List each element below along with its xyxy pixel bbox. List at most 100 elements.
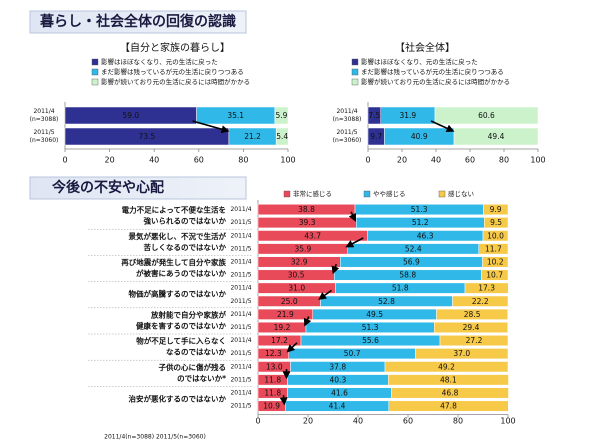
value-label: 40.3 (330, 375, 347, 384)
category-note: (n=3088) (30, 116, 59, 123)
value-label: 17.2 (271, 336, 288, 345)
legend-label: 影響が続いており元の生活に戻るには時間がかかる (101, 77, 250, 86)
value-label: 60.6 (478, 111, 495, 120)
x-tick-label: 20 (397, 156, 407, 165)
category-label: 2011/5 (33, 129, 54, 136)
value-label: 13.0 (266, 362, 283, 371)
value-label: 19.2 (274, 323, 291, 332)
change-arrow (345, 237, 364, 248)
value-label: 31.0 (288, 284, 305, 293)
x-tick-label: 20 (105, 156, 115, 165)
category-note: (n=3060) (333, 137, 362, 144)
x-tick-label: 40 (353, 417, 363, 426)
change-arrow (303, 316, 312, 327)
value-label: 47.8 (440, 402, 457, 411)
bar-segment (483, 204, 509, 216)
footnote: 2011/4(n=3088) 2011/5(n=3060) (104, 434, 206, 441)
legend-swatch (363, 190, 371, 198)
value-label: 41.6 (331, 388, 348, 397)
category-label: 2011/4 (230, 285, 251, 292)
group-label: なるのではないか (166, 348, 226, 357)
value-label: 52.8 (378, 297, 395, 306)
bar-segment (388, 400, 509, 412)
value-label: 35.1 (227, 111, 244, 120)
x-tick-label: 100 (500, 417, 515, 426)
value-label: 40.9 (411, 132, 428, 141)
bar-segment (384, 361, 509, 373)
legend-swatch (283, 190, 291, 198)
value-label: 51.3 (411, 205, 428, 214)
change-arrow (318, 289, 332, 300)
category-label: 2011/5 (230, 245, 251, 252)
category-label: 2011/5 (230, 350, 251, 357)
group-label: のではないか* (177, 374, 226, 383)
value-label: 5.4 (276, 132, 288, 141)
value-label: 51.3 (362, 323, 379, 332)
group-label: 放射能で自分や家族が (150, 309, 226, 319)
category-label: 2011/4 (230, 337, 251, 344)
chart-title: 【社会全体】 (395, 41, 455, 54)
category-label: 2011/4 (336, 108, 357, 115)
value-label: 35.9 (295, 244, 312, 253)
category-label: 2011/5 (230, 219, 251, 226)
bar-segment (436, 308, 508, 320)
bar-segment (434, 106, 539, 125)
legend-swatch (91, 58, 99, 66)
chart-title: 【自分と家族の暮らし】 (120, 41, 230, 54)
change-arrow (348, 211, 357, 222)
value-label: 25.0 (281, 297, 298, 306)
value-label: 46.8 (442, 388, 459, 397)
value-label: 27.2 (466, 336, 483, 345)
x-tick-label: 80 (238, 156, 248, 165)
value-label: 28.5 (464, 310, 481, 319)
category-label: 2011/4 (230, 206, 251, 213)
category-label: 2011/4 (230, 311, 251, 318)
value-label: 56.9 (403, 257, 420, 266)
bar-segment (484, 217, 509, 229)
group-label: 電力不足によって不便な生活を (122, 205, 226, 215)
category-label: 2011/5 (230, 403, 251, 410)
value-label: 30.5 (288, 271, 305, 280)
legend-swatch (91, 78, 99, 86)
value-label: 10.0 (487, 231, 504, 240)
header-box (29, 10, 247, 34)
value-label: 32.9 (291, 257, 308, 266)
header-box (29, 176, 247, 200)
header: 暮らし・社会全体の回復の認識 (39, 13, 236, 30)
value-label: 48.1 (440, 375, 457, 384)
legend-swatch (351, 68, 359, 76)
bar-segment (481, 269, 509, 281)
bar-segment (391, 387, 509, 399)
category-label: 2011/4 (230, 258, 251, 265)
bar-segment (388, 374, 509, 386)
value-label: 9.7 (370, 132, 382, 141)
category-note: (n=3060) (30, 137, 59, 144)
legend-label: 影響が続いており元の生活に戻るには時間がかかる (361, 77, 510, 86)
bar-segment (434, 321, 508, 333)
legend-label: 感じない (448, 189, 474, 198)
x-tick-label: 60 (194, 156, 204, 165)
legend-label: まだ影響は残っているが元の生活に戻りつつある (101, 67, 244, 76)
value-label: 50.7 (344, 349, 361, 358)
legend-swatch (438, 190, 446, 198)
value-label: 29.4 (463, 323, 480, 332)
change-arrow (286, 342, 298, 353)
legend-label: まだ影響は残っているが元の生活に戻りつつある (361, 67, 504, 76)
value-label: 10.7 (486, 271, 503, 280)
value-label: 11.8 (264, 375, 281, 384)
x-tick-label: 100 (530, 156, 545, 165)
value-label: 5.9 (275, 111, 287, 120)
value-label: 12.3 (265, 349, 282, 358)
bar-segment (482, 256, 509, 268)
group-label: 治安が悪化するのではないか (129, 394, 227, 404)
category-label: 2011/4 (230, 389, 251, 396)
value-label: 55.6 (362, 336, 379, 345)
value-label: 38.8 (298, 205, 315, 214)
group-label: 景気が悪化し、不況で生活が (129, 231, 227, 241)
value-label: 41.4 (329, 402, 346, 411)
group-label: 強いられるのではないか (144, 216, 227, 226)
x-tick-label: 60 (403, 417, 413, 426)
x-tick-label: 100 (280, 156, 295, 165)
x-tick-label: 40 (431, 156, 441, 165)
